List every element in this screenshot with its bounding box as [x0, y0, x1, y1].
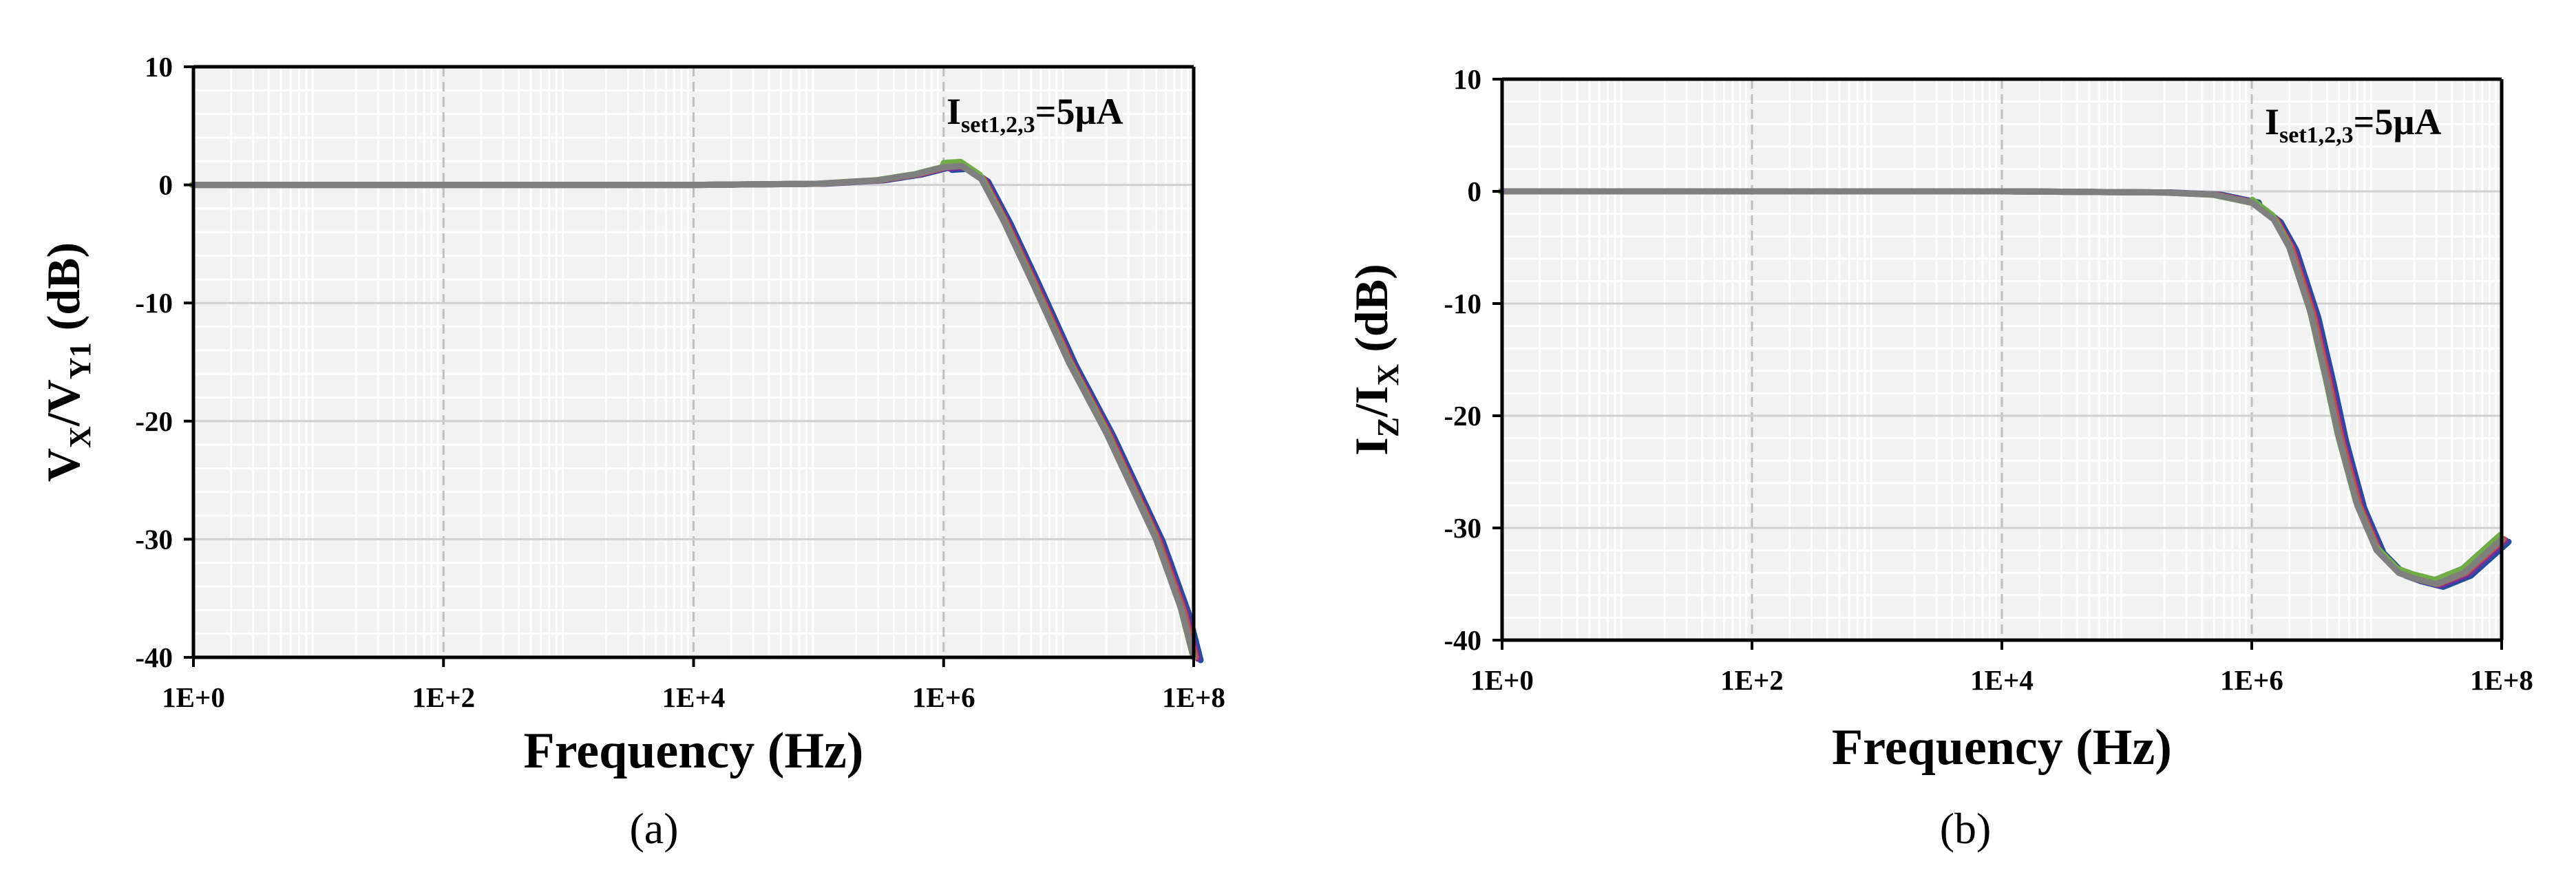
- y-tick-label: -30: [135, 523, 173, 555]
- annotation-value: =5µA: [2354, 101, 2442, 142]
- series-group: [189, 158, 1204, 664]
- y-tick-label: -40: [1444, 624, 1481, 656]
- y-axis-title: VX/VY1 (dB): [37, 242, 97, 482]
- y-tick-label: 0: [159, 169, 173, 201]
- x-tick-label: 1E+4: [1970, 664, 2034, 696]
- annotation-subscript: set1,2,3: [2279, 123, 2354, 148]
- x-tick-label: 1E+0: [1470, 664, 1534, 696]
- series-line-5: [190, 162, 1197, 661]
- y-axis-title-part: (dB): [1345, 264, 1397, 363]
- x-tick-label: 1E+8: [1162, 681, 1225, 713]
- y-tick-label: 10: [145, 51, 173, 83]
- x-tick-label: 1E+0: [162, 681, 225, 713]
- y-axis-title-part: (dB): [37, 242, 89, 342]
- y-tick-label: -40: [135, 642, 173, 673]
- y-axis-title-subscript: Y1: [63, 342, 97, 379]
- bias-current-annotation: Iset1,2,3=5µA: [947, 91, 1123, 138]
- y-axis-title-part: I: [1345, 437, 1397, 455]
- x-tick-label: 1E+2: [412, 681, 475, 713]
- y-axis-title-subscript: X: [1371, 364, 1405, 386]
- series-group: [1497, 188, 2512, 590]
- y-axis-title-part: V: [37, 448, 89, 482]
- x-tick-label: 1E+6: [2220, 664, 2283, 696]
- y-axis-title-subscript: Z: [1371, 417, 1405, 437]
- annotation-subscript: set1,2,3: [961, 112, 1035, 138]
- x-tick-label: 1E+6: [912, 681, 975, 713]
- y-tick-label: -10: [135, 287, 173, 319]
- y-tick-label: -20: [135, 405, 173, 437]
- chart-panel-a: 10 0 -10 -20 -30 -40 1E+0 1E+2 1E+4 1E+6 1E+8 Frequ…: [37, 51, 1225, 853]
- y-axis-title-subscript: X: [63, 426, 97, 448]
- x-axis-title: Frequency (Hz): [524, 723, 864, 779]
- y-tick-label: -30: [1444, 512, 1481, 544]
- panel-caption: (b): [1940, 804, 1992, 853]
- x-tick-label: 1E+8: [2470, 664, 2533, 696]
- annotation-value: =5µA: [1035, 91, 1123, 132]
- x-tick-label: 1E+4: [662, 681, 726, 713]
- y-axis-title-part: /I: [1345, 386, 1397, 418]
- series-line-5: [1499, 188, 2505, 587]
- y-tick-label: -20: [1444, 400, 1481, 432]
- bias-current-annotation: Iset1,2,3=5µA: [2265, 101, 2442, 148]
- y-axis-title-part: /V: [37, 379, 89, 427]
- y-axis-title: IZ/IX (dB): [1345, 264, 1405, 455]
- chart-panel-b: 10 0 -10 -20 -30 -40 1E+0 1E+2 1E+4 1E+6 1E+8 Frequ…: [1345, 63, 2533, 853]
- panel-caption: (a): [629, 804, 678, 853]
- x-axis-title: Frequency (Hz): [1832, 719, 2172, 776]
- y-tick-label: -10: [1444, 288, 1481, 319]
- x-tick-label: 1E+2: [1720, 664, 1784, 696]
- y-tick-label: 10: [1453, 63, 1481, 95]
- annotation-symbol: I: [2265, 101, 2279, 142]
- y-tick-label: 0: [1468, 176, 1482, 207]
- annotation-symbol: I: [947, 91, 961, 132]
